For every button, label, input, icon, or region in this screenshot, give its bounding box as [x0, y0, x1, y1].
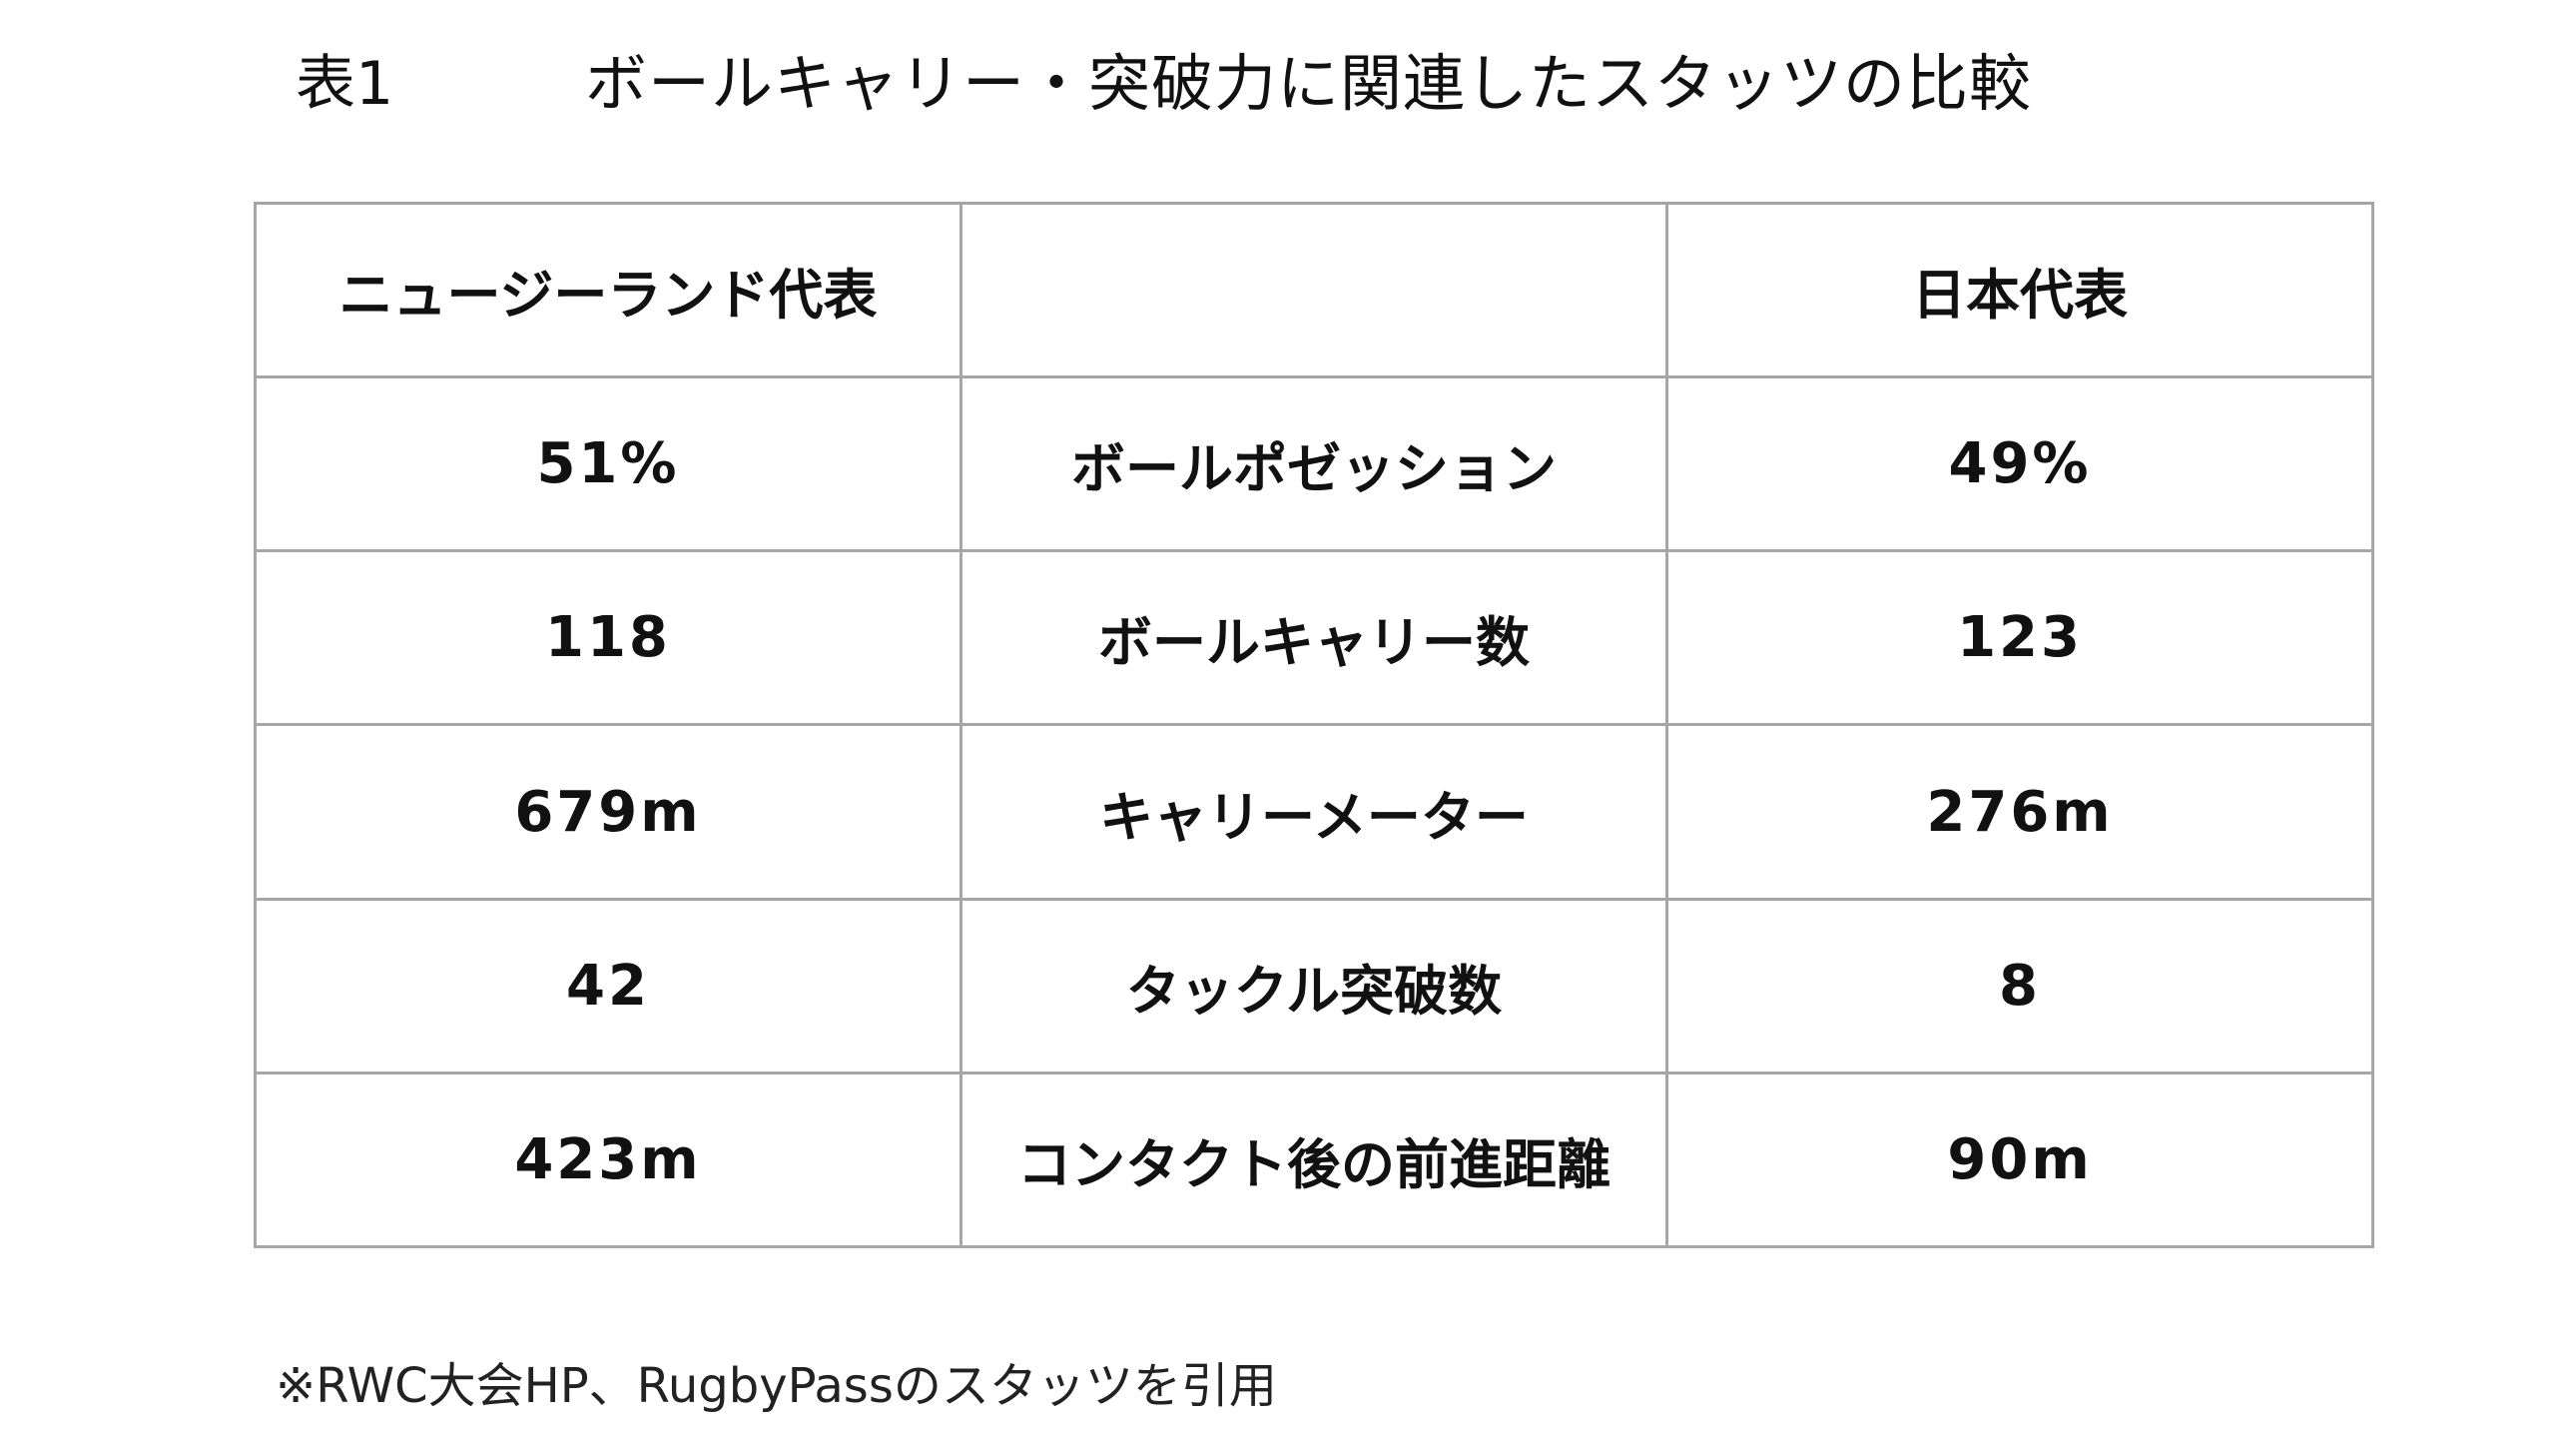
- jp-value: 8: [1665, 897, 2374, 1075]
- jp-value: 90m: [1665, 1071, 2374, 1249]
- jp-value: 123: [1665, 549, 2374, 727]
- table-row: 42 タックル突破数 8: [254, 897, 2374, 1075]
- metric-label: ボールポゼッション: [959, 375, 1669, 553]
- jp-value: 276m: [1665, 723, 2374, 901]
- column-header-jp: 日本代表: [1665, 201, 2374, 379]
- table-row: 679m キャリーメーター 276m: [254, 723, 2374, 901]
- table-header-row: ニュージーランド代表 日本代表: [254, 201, 2374, 379]
- jp-value: 49%: [1665, 375, 2374, 553]
- title-row: 表1 ボールキャリー・突破力に関連したスタッツの比較: [296, 28, 2032, 128]
- table-row: 118 ボールキャリー数 123: [254, 549, 2374, 727]
- stats-table: ニュージーランド代表 日本代表 51% ボールポゼッション 49% 118 ボー…: [254, 201, 2374, 1249]
- table-row: 423m コンタクト後の前進距離 90m: [254, 1071, 2374, 1249]
- metric-label: ボールキャリー数: [959, 549, 1669, 727]
- table-row: 51% ボールポゼッション 49%: [254, 375, 2374, 553]
- table-label: 表1: [296, 48, 394, 119]
- column-header-metric: [959, 201, 1669, 379]
- metric-label: タックル突破数: [959, 897, 1669, 1075]
- column-header-nz: ニュージーランド代表: [254, 201, 963, 379]
- source-footnote: ※RWC大会HP、RugbyPassのスタッツを引用: [276, 1358, 1277, 1414]
- nz-value: 42: [254, 897, 963, 1075]
- table-title: ボールキャリー・突破力に関連したスタッツの比較: [585, 47, 2033, 120]
- nz-value: 51%: [254, 375, 963, 553]
- metric-label: コンタクト後の前進距離: [959, 1071, 1669, 1249]
- nz-value: 679m: [254, 723, 963, 901]
- nz-value: 423m: [254, 1071, 963, 1249]
- nz-value: 118: [254, 549, 963, 727]
- metric-label: キャリーメーター: [959, 723, 1669, 901]
